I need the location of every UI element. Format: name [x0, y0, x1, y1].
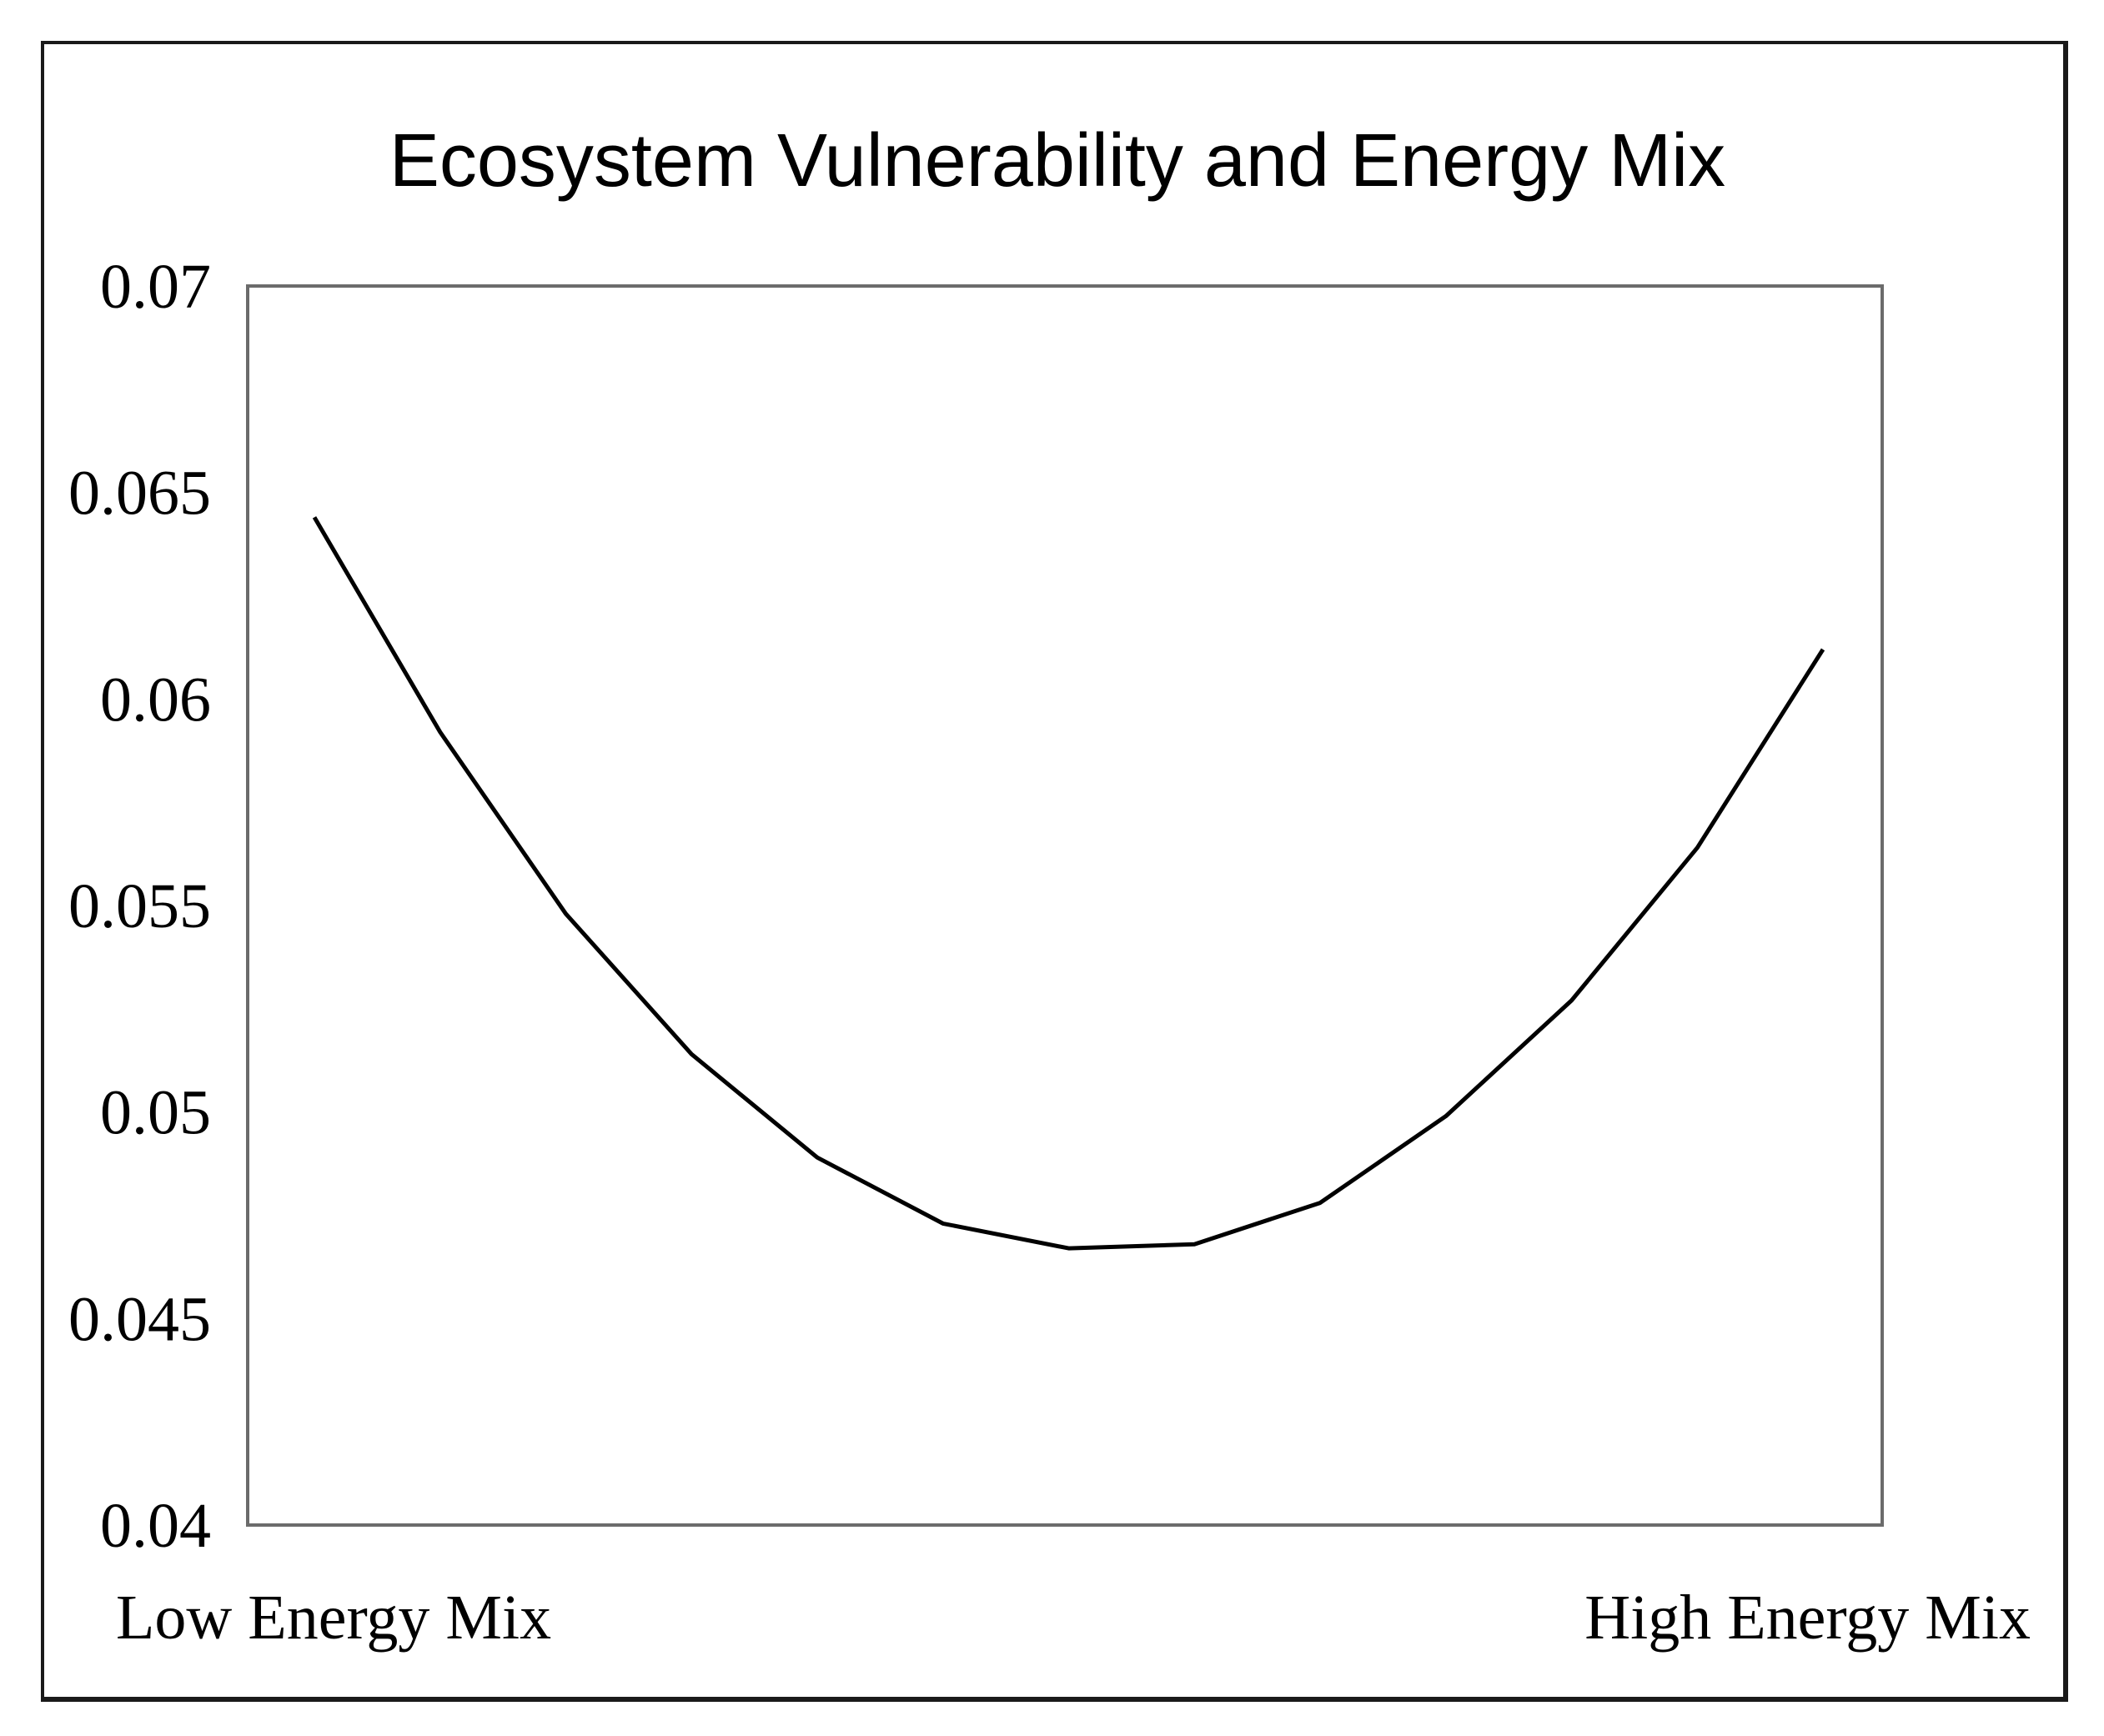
y-tick-label: 0.05: [100, 1078, 211, 1148]
y-tick-label: 0.07: [100, 252, 211, 322]
y-tick-label: 0.04: [100, 1491, 211, 1561]
chart-frame: Ecosystem Vulnerability and Energy Mix 0…: [41, 41, 2068, 1702]
series-layer: [312, 516, 1825, 1251]
y-tick-label: 0.055: [68, 871, 211, 941]
series-line: [312, 516, 1825, 1251]
x-label-low-energy-mix: Low Energy Mix: [116, 1583, 551, 1653]
y-tick-label: 0.06: [100, 665, 211, 735]
plot-area: [246, 284, 1884, 1527]
x-label-high-energy-mix: High Energy Mix: [1584, 1583, 2031, 1653]
y-axis-tick-labels: 0.07 0.065 0.06 0.055 0.05 0.045 0.04: [68, 252, 211, 1561]
y-tick-label: 0.065: [68, 459, 211, 529]
chart-title: Ecosystem Vulnerability and Energy Mix: [389, 119, 1725, 203]
chart: Ecosystem Vulnerability and Energy Mix 0…: [68, 119, 2031, 1653]
x-axis-category-labels: Low Energy Mix High Energy Mix: [116, 1583, 2031, 1653]
y-tick-label: 0.045: [68, 1284, 211, 1354]
